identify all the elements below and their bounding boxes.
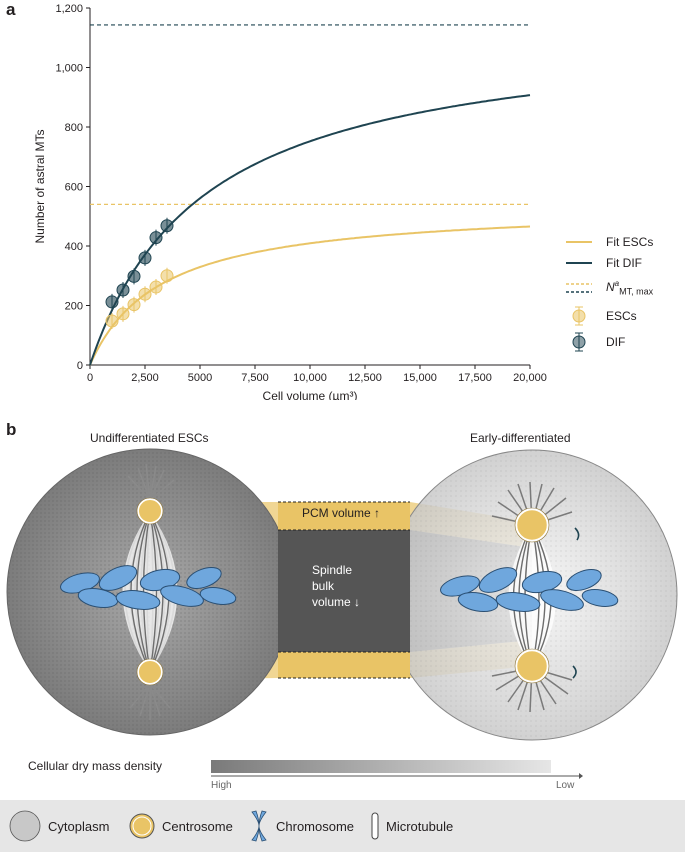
cell-diagram: [6, 448, 678, 741]
nmax-main: N: [606, 280, 615, 294]
data-point-dif: [160, 219, 174, 233]
fit-escs-swatch: [566, 241, 592, 243]
rotation-arrow-top-icon: [574, 527, 580, 541]
density-label: Cellular dry mass density: [28, 759, 163, 773]
centrosome-icon: [129, 813, 155, 839]
fit-curve-dif: [89, 94, 531, 366]
data-point-escs: [116, 307, 130, 321]
x-tick-label: 10,000: [293, 372, 327, 384]
pcm-up-arrow-icon: ↑: [374, 506, 381, 520]
astral-mt-chart: 0 200 400 600 800 1,000 1,200 0 2,500 5000 7,500 10…: [33, 3, 547, 400]
right-cell-title: Early-differentiated: [470, 431, 571, 445]
data-point-escs: [160, 269, 174, 283]
key-cytoplasm: Cytoplasm: [8, 800, 109, 852]
y-tick-label: 0: [77, 360, 83, 372]
data-point-dif: [116, 283, 130, 297]
legend-fit-escs: Fit ESCs: [566, 235, 653, 249]
microtubule-icon: [371, 812, 379, 840]
spindle-down-arrow-icon: ↓: [354, 595, 361, 609]
rotation-arrow-bottom-icon: [572, 665, 577, 679]
pcm-band-bottom-center: [278, 652, 410, 678]
left-astral-mts: [127, 463, 175, 720]
y-tick-label: 1,000: [55, 63, 83, 75]
left-centrosome-bottom: [137, 659, 163, 685]
panel-a-label: a: [6, 0, 16, 19]
legend-escs: ESCs: [566, 306, 637, 326]
x-tick-label: 7,500: [241, 372, 269, 384]
spindle-line-3: volume: [312, 595, 351, 609]
left-centrosome-bottom-ring: [136, 658, 164, 686]
data-point-escs: [149, 280, 163, 294]
y-tick-label: 200: [65, 301, 83, 313]
fit-curve-escs: [89, 225, 531, 366]
density-axis-arrow-icon: [211, 773, 583, 779]
fit-dif-swatch: [566, 262, 592, 264]
x-tick-label: 15,000: [403, 372, 437, 384]
density-gradient-bar: [211, 760, 551, 773]
right-centrosome-bottom-ring: [514, 648, 550, 684]
pcm-volume-text: PCM volume: [302, 506, 371, 520]
chromosome-icon: [251, 810, 267, 842]
spindle-line-3-wrap: volume ↓: [312, 594, 360, 610]
density-high-label: High: [211, 780, 232, 791]
dif-marker-swatch: [572, 332, 586, 352]
spindle-line-1: Spindle: [312, 563, 353, 577]
y-tick-label: 1,200: [55, 3, 83, 15]
left-chromosomes: [60, 565, 237, 610]
key-chromosome: Chromosome: [246, 800, 354, 852]
left-cell-title: Undifferentiated ESCs: [90, 431, 209, 445]
key-microtubule: Microtubule: [370, 800, 453, 852]
legend-nmax-label: NaMT, max: [606, 279, 653, 296]
right-centrosome-top-ring: [514, 507, 550, 543]
nmax-sub: MT, max: [619, 286, 654, 297]
nmax-sup: a: [614, 279, 620, 288]
x-tick-label: 17,500: [458, 372, 492, 384]
legend-dif: DIF: [566, 332, 625, 352]
spindle-bulk-label: Spindle bulk volume ↓: [312, 562, 360, 610]
y-tick-label: 400: [65, 241, 83, 253]
data-point-escs: [138, 287, 152, 301]
left-centrosome-top: [137, 498, 163, 524]
right-centrosome-top: [514, 507, 550, 543]
x-axis-label: Cell volume (µm³): [263, 389, 358, 400]
data-point-escs: [105, 314, 119, 328]
y-tick-label: 800: [65, 122, 83, 134]
right-chromosomes: [440, 567, 619, 613]
nmax-swatch: [566, 282, 592, 293]
legend-dif-label: DIF: [606, 335, 626, 349]
x-tick-label: 2,500: [131, 372, 159, 384]
component-key-bar: Cytoplasm Centrosome Chromosome Microtub…: [0, 800, 685, 852]
x-tick-label: 12,500: [348, 372, 382, 384]
right-centrosome-bottom: [514, 648, 550, 684]
density-low-label: Low: [556, 780, 575, 791]
key-chromosome-label: Chromosome: [276, 818, 355, 834]
key-centrosome-label: Centrosome: [162, 818, 233, 834]
data-point-escs: [127, 298, 141, 312]
data-point-dif: [149, 231, 163, 245]
key-microtubule-label: Microtubule: [386, 818, 454, 834]
legend-fit-dif: Fit DIF: [566, 256, 642, 270]
legend-escs-label: ESCs: [606, 309, 637, 323]
data-point-dif: [127, 269, 141, 283]
pcm-volume-label: PCM volume ↑: [302, 506, 380, 520]
legend-nmax: NaMT, max: [566, 279, 653, 296]
spindle-line-2: bulk: [312, 579, 335, 593]
y-tick-label: 600: [65, 182, 83, 194]
legend-fit-dif-label: Fit DIF: [606, 256, 642, 270]
pcm-band-top-center: [278, 502, 410, 530]
cytoplasm-icon: [9, 810, 41, 842]
data-point-dif: [105, 295, 119, 309]
x-tick-label: 20,000: [513, 372, 547, 384]
key-cytoplasm-label: Cytoplasm: [48, 818, 110, 834]
y-axis-label: Number of astral MTs: [33, 129, 47, 243]
escs-marker-swatch: [572, 306, 586, 326]
x-tick-label: 0: [87, 372, 93, 384]
x-tick-label: 5000: [188, 372, 212, 384]
key-centrosome: Centrosome: [128, 800, 233, 852]
legend-fit-escs-label: Fit ESCs: [606, 235, 654, 249]
panel-b-label: b: [6, 420, 17, 439]
spindle-bulk-band: [278, 530, 410, 652]
left-centrosome-top-ring: [136, 497, 164, 525]
data-point-dif: [138, 251, 152, 265]
